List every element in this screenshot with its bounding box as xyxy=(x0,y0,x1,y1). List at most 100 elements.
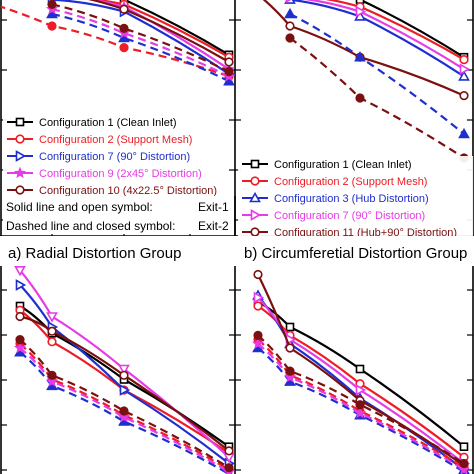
data-point xyxy=(15,335,25,345)
series-1-0 xyxy=(355,0,469,62)
data-point xyxy=(285,322,295,332)
data-point xyxy=(119,4,129,14)
legend-marker xyxy=(250,176,260,186)
series-line xyxy=(19,284,230,465)
data-point xyxy=(47,0,57,9)
legend-label: Configuration 1 (Clean Inlet) xyxy=(39,117,177,129)
data-point xyxy=(119,42,129,53)
series-3-8 xyxy=(253,330,469,469)
series-line xyxy=(257,338,465,469)
data-point xyxy=(119,370,129,380)
data-point xyxy=(46,7,58,19)
series-line xyxy=(262,0,465,97)
data-point xyxy=(45,375,59,387)
data-point xyxy=(15,311,25,322)
series-3-7 xyxy=(251,337,471,474)
series-line xyxy=(19,338,230,469)
data-point xyxy=(118,31,130,43)
data-point xyxy=(46,312,58,323)
legend-right: Configuration 1 (Clean Inlet) Configurati… xyxy=(238,156,473,239)
series-line xyxy=(51,12,230,83)
data-point xyxy=(117,410,131,423)
series-1-5 xyxy=(284,7,470,139)
series-line xyxy=(289,37,465,159)
data-point xyxy=(15,279,27,291)
data-point xyxy=(459,63,471,76)
data-point xyxy=(47,326,57,336)
series-line xyxy=(19,269,230,459)
data-point xyxy=(283,371,297,383)
data-point xyxy=(284,7,296,19)
legend-label: Configuration 2 (Support Mesh) xyxy=(274,176,427,188)
note-note-dashed: Dashed line and closed symbol: xyxy=(6,219,175,233)
legend-label: Configuration 9 (2x45° Distortion) xyxy=(39,168,202,180)
data-point xyxy=(285,343,295,353)
series-line xyxy=(19,309,230,454)
data-point xyxy=(224,446,234,456)
data-point xyxy=(355,364,365,374)
data-point xyxy=(253,301,263,311)
data-point xyxy=(224,463,234,473)
data-point xyxy=(459,442,469,452)
series-line xyxy=(289,0,465,78)
data-point xyxy=(355,5,367,18)
panel-bottom-right xyxy=(251,269,471,474)
data-point xyxy=(457,463,471,474)
data-point xyxy=(251,337,265,349)
title-radial-group: a) Radial Distortion Group xyxy=(8,245,181,262)
data-point xyxy=(285,366,295,376)
data-point xyxy=(223,75,235,86)
data-point xyxy=(355,384,367,396)
series-0-6 xyxy=(46,7,235,86)
notes-background xyxy=(3,196,234,234)
series-line xyxy=(356,0,465,59)
series-line xyxy=(257,334,465,465)
data-point xyxy=(47,337,57,347)
series-line xyxy=(257,342,465,471)
data-point xyxy=(459,54,469,65)
series-line xyxy=(19,315,230,452)
legend-marker xyxy=(15,185,25,195)
legend-layer: Configuration 1 (Clean Inlet) Configurati… xyxy=(3,114,473,239)
legend-background xyxy=(3,114,229,198)
series-1-6 xyxy=(285,33,469,163)
data-point xyxy=(355,93,365,103)
data-point xyxy=(285,33,295,43)
legend-left: Configuration 1 (Clean Inlet) Configurati… xyxy=(3,114,229,198)
legend-label: Configuration 2 (Support Mesh) xyxy=(39,134,192,146)
data-point xyxy=(47,370,57,380)
data-point xyxy=(224,66,234,77)
note-note-dashed-exit: Exit-2 xyxy=(198,219,229,233)
data-point xyxy=(119,406,129,416)
legend-label: Configuration 3 (Hub Distortion) xyxy=(274,193,429,205)
series-line xyxy=(51,0,230,75)
data-point xyxy=(458,127,470,139)
legend-marker xyxy=(15,134,25,144)
data-point xyxy=(118,364,130,376)
data-point xyxy=(354,51,366,62)
legend-marker xyxy=(250,159,260,169)
panel-top-right xyxy=(262,0,471,163)
panel-bottom-left xyxy=(13,265,235,474)
data-point xyxy=(253,330,263,341)
legend-marker xyxy=(15,150,27,162)
series-line xyxy=(19,342,230,471)
series-line xyxy=(51,3,230,73)
panel-titles: a) Radial Distortion Group b) Circumfere… xyxy=(0,236,474,266)
legend-label: Configuration 1 (Clean Inlet) xyxy=(274,159,412,171)
data-point xyxy=(119,384,131,396)
series-line xyxy=(88,0,230,59)
series-line xyxy=(51,8,230,78)
panel-top-left xyxy=(1,0,235,86)
series-2-4 xyxy=(15,311,234,456)
series-1-2 xyxy=(284,0,470,81)
series-line xyxy=(257,274,465,467)
data-point xyxy=(224,57,234,67)
legend-label: Configuration 7 (90° Distortion) xyxy=(39,151,190,163)
data-point xyxy=(13,341,27,354)
data-point xyxy=(14,265,26,277)
data-point xyxy=(119,23,129,34)
data-point xyxy=(285,21,295,31)
